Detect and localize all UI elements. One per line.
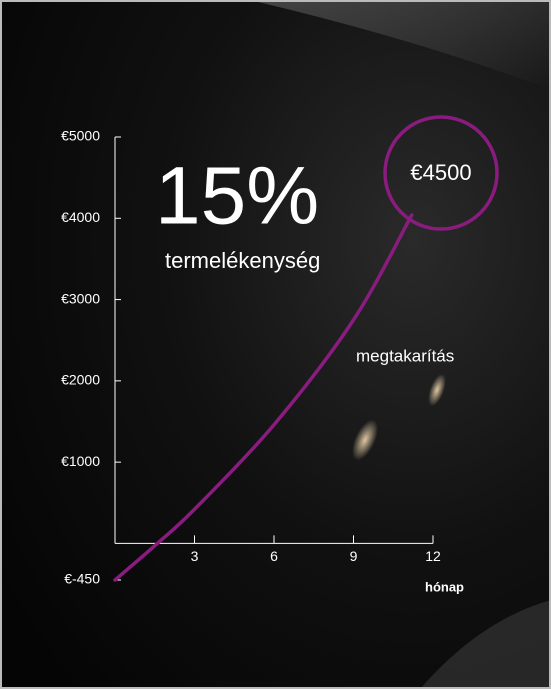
x-tick-label: 6 xyxy=(270,548,278,564)
y-tick-label: €-450 xyxy=(64,571,100,587)
y-tick-label: €3000 xyxy=(61,290,100,306)
end-value-label: €4500 xyxy=(410,160,471,185)
x-axis-label: hónap xyxy=(425,579,464,594)
x-tick-label: 12 xyxy=(425,548,441,564)
series-label: megtakarítás xyxy=(356,346,454,365)
headline-caption: termelékenység xyxy=(165,248,320,273)
y-tick-label: €4000 xyxy=(61,209,100,225)
y-tick-label: €5000 xyxy=(61,128,100,144)
y-tick-label: €2000 xyxy=(61,372,100,388)
x-tick-label: 9 xyxy=(350,548,358,564)
chart: 15% termelékenység megtakarítás hónap €-… xyxy=(0,0,551,689)
headline: 15% xyxy=(155,151,319,242)
x-tick-label: 3 xyxy=(191,548,199,564)
y-tick-label: €1000 xyxy=(61,453,100,469)
